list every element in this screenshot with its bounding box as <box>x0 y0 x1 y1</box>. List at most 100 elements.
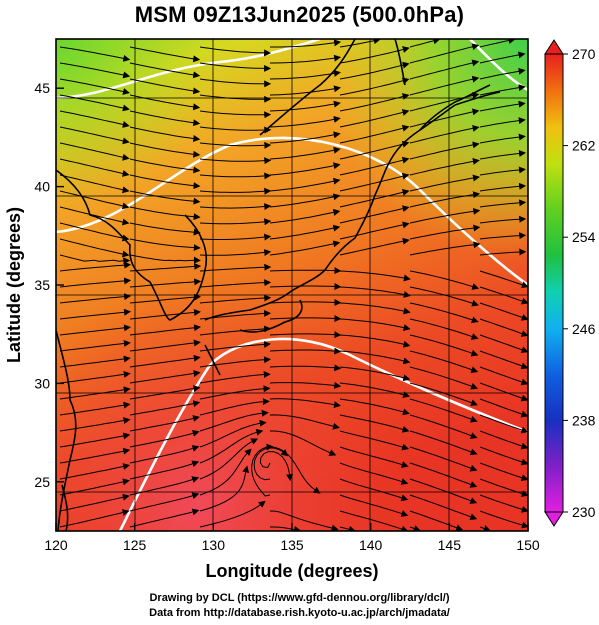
streamline <box>199 203 272 211</box>
streamline <box>409 366 479 390</box>
streamline <box>339 109 410 128</box>
colorbar-tick-label: 230 <box>572 504 596 520</box>
streamline <box>479 414 528 434</box>
streamline <box>253 447 289 481</box>
streamline <box>199 340 271 352</box>
streamline <box>199 126 272 134</box>
streamline <box>339 302 411 315</box>
coastlines <box>56 39 501 531</box>
streamline <box>59 432 131 448</box>
streamline <box>129 492 200 512</box>
streamline <box>339 462 409 485</box>
streamline <box>479 302 528 321</box>
streamline <box>129 142 201 158</box>
streamline <box>269 347 342 355</box>
streamline <box>59 254 131 265</box>
streamline <box>409 108 480 128</box>
streamline <box>339 286 411 298</box>
streamline <box>259 451 294 482</box>
streamline <box>59 126 130 145</box>
streamline <box>59 238 130 258</box>
streamline <box>339 140 410 160</box>
streamline <box>199 325 272 336</box>
streamline <box>129 308 201 320</box>
streamline <box>199 263 272 272</box>
streamline <box>199 249 272 256</box>
streamline <box>339 414 410 433</box>
colorbar: 230 238 246 254 262 270 <box>544 39 596 527</box>
streamline <box>339 61 410 80</box>
streamline <box>479 100 526 112</box>
streamline <box>129 62 201 79</box>
x-tick-label: 150 <box>516 537 540 553</box>
y-axis-ticks: 25 30 35 40 45 <box>34 80 64 490</box>
streamline <box>409 224 481 240</box>
streamline <box>479 510 528 529</box>
streamline <box>199 94 272 103</box>
streamline <box>199 279 272 288</box>
streamline <box>269 298 342 306</box>
streamline <box>339 221 410 240</box>
streamline <box>409 318 479 340</box>
streamline <box>339 318 411 331</box>
streamline <box>199 110 272 119</box>
streamline <box>479 398 528 418</box>
streamline <box>339 172 410 192</box>
streamline <box>269 282 342 290</box>
streamline <box>479 117 526 128</box>
streamline <box>269 364 342 372</box>
streamline <box>199 46 272 57</box>
streamline <box>339 46 410 64</box>
colorbar-scale <box>544 53 564 513</box>
streamline <box>129 126 201 143</box>
streamline <box>409 446 478 472</box>
streamline <box>59 206 130 226</box>
streamline <box>269 208 341 224</box>
x-tick-label: 130 <box>202 537 226 553</box>
streamline <box>129 400 201 416</box>
streamline <box>199 500 266 528</box>
streamline <box>59 493 130 512</box>
streamline <box>269 414 340 430</box>
streamline <box>129 415 200 432</box>
x-tick-label: 145 <box>438 537 462 553</box>
streamline <box>479 478 528 497</box>
streamline <box>409 43 480 64</box>
streamline <box>199 187 272 195</box>
streamline <box>199 448 252 496</box>
streamline <box>409 494 478 521</box>
streamline <box>339 39 381 48</box>
streamline <box>199 409 269 432</box>
colorbar-tick-label: 262 <box>572 138 596 154</box>
colorbar-max-arrow <box>544 39 564 55</box>
streamline <box>409 462 478 488</box>
streamline <box>59 324 131 336</box>
streamline <box>129 339 201 352</box>
streamline <box>199 172 272 180</box>
colorbar-ticks: 230 238 246 254 262 270 <box>563 46 596 520</box>
streamline <box>199 233 272 241</box>
streamline <box>479 270 528 289</box>
streamline <box>59 78 130 95</box>
streamline <box>339 430 410 451</box>
streamline <box>479 39 516 48</box>
streamline <box>269 331 342 339</box>
streamline <box>339 398 410 416</box>
streamline <box>59 190 130 210</box>
streamline <box>270 39 342 48</box>
streamline <box>59 401 131 416</box>
streamline <box>269 240 341 256</box>
streamline <box>479 248 527 256</box>
streamline <box>409 75 480 96</box>
x-axis-ticks: 120 125 130 135 140 145 150 <box>44 523 540 553</box>
streamline <box>199 78 272 88</box>
colorbar-tick-label: 254 <box>572 229 596 245</box>
streamline <box>339 494 409 517</box>
streamline <box>129 508 200 528</box>
streamline <box>59 447 131 464</box>
streamline <box>269 85 341 96</box>
streamline <box>129 324 201 336</box>
streamline <box>409 39 441 48</box>
streamline <box>59 94 130 112</box>
